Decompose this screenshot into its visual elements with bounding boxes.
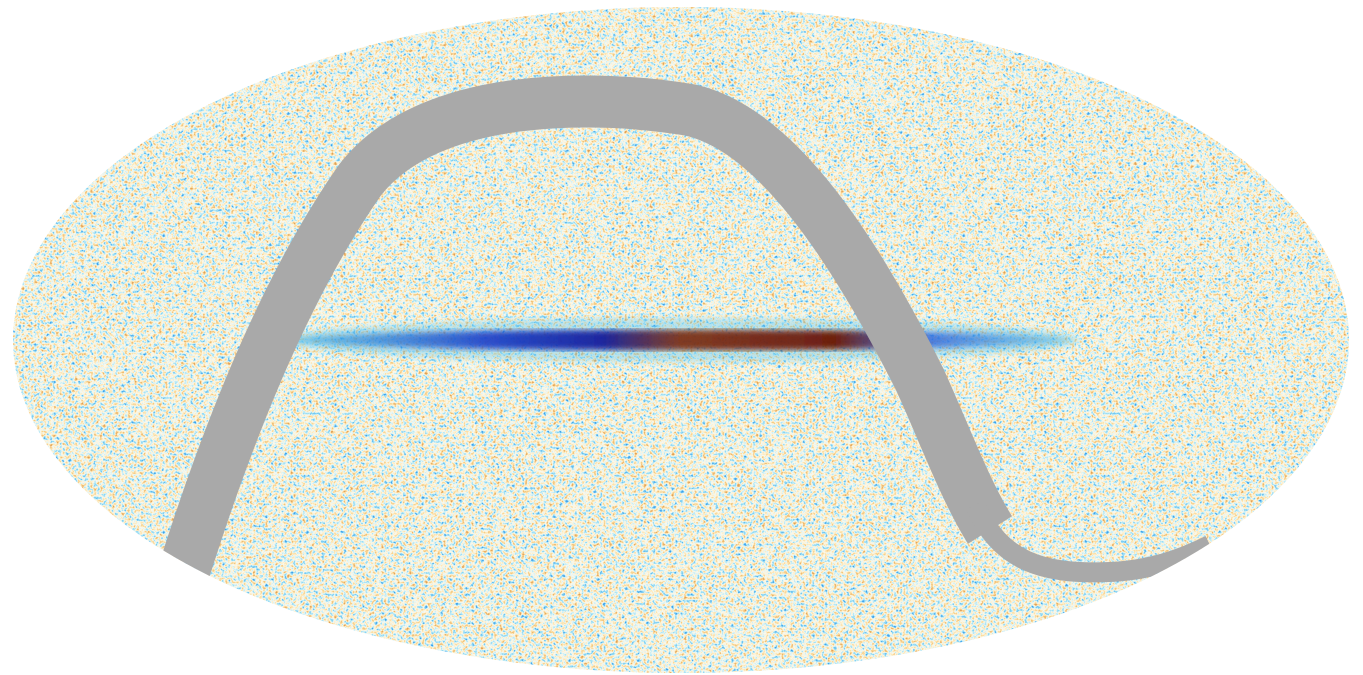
mask-band xyxy=(150,75,1013,608)
mask-tail xyxy=(965,500,1215,583)
galactic-plane xyxy=(290,330,1070,350)
